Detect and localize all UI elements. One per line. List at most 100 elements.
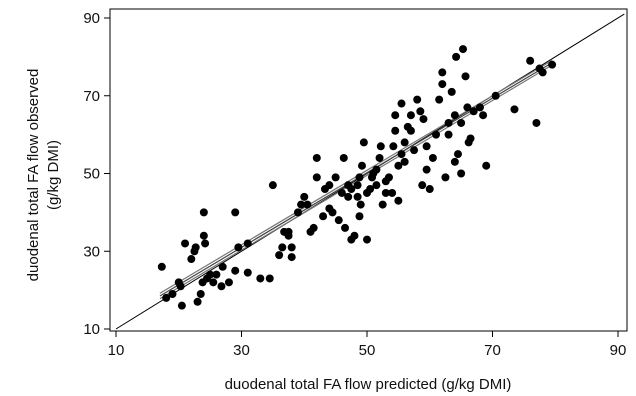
data-point	[231, 208, 240, 217]
data-point	[538, 68, 547, 77]
data-point	[350, 231, 359, 240]
data-point	[466, 134, 475, 143]
data-point	[303, 200, 312, 209]
data-point	[355, 173, 364, 182]
data-point	[444, 118, 453, 127]
data-point	[331, 173, 340, 182]
data-point	[388, 188, 397, 197]
data-point	[341, 223, 350, 232]
data-point	[366, 185, 375, 194]
data-point	[344, 192, 353, 201]
data-point	[278, 243, 287, 252]
data-point	[359, 138, 368, 147]
x-axis-ticks: 10 30 50 70 90	[108, 331, 627, 359]
y-tick-label: 10	[83, 321, 100, 338]
data-point	[397, 150, 406, 159]
data-point	[406, 111, 415, 120]
data-point	[300, 192, 309, 201]
data-point	[243, 268, 252, 277]
data-point	[375, 153, 384, 162]
data-point	[510, 105, 519, 114]
data-point	[406, 126, 415, 135]
data-point	[319, 212, 328, 221]
data-point	[287, 253, 296, 262]
x-tick-label: 50	[359, 342, 376, 359]
data-point	[450, 111, 459, 120]
data-point	[422, 142, 431, 151]
data-point	[193, 297, 202, 306]
data-point	[328, 208, 337, 217]
data-point	[187, 255, 196, 264]
data-point	[209, 278, 218, 287]
data-point	[217, 282, 226, 291]
data-point	[312, 153, 321, 162]
data-point	[224, 278, 233, 287]
data-point	[416, 107, 425, 116]
x-tick-label: 10	[108, 342, 125, 359]
data-point	[372, 181, 381, 190]
data-point	[463, 103, 472, 112]
data-point	[413, 95, 422, 104]
data-point	[400, 138, 409, 147]
data-point	[297, 200, 306, 209]
data-point	[469, 107, 478, 116]
data-point	[432, 130, 441, 139]
data-point	[355, 212, 364, 221]
data-point	[293, 208, 302, 217]
data-point	[162, 293, 171, 302]
x-tick-label: 70	[484, 342, 501, 359]
data-point	[275, 251, 284, 260]
data-point	[356, 200, 365, 209]
data-point	[532, 118, 541, 127]
data-point	[441, 173, 450, 182]
y-tick-label: 90	[83, 10, 100, 27]
data-point	[199, 231, 208, 240]
data-point	[325, 181, 334, 190]
data-point	[475, 103, 484, 112]
data-point	[394, 161, 403, 170]
data-point	[231, 266, 240, 275]
data-point	[353, 181, 362, 190]
data-point	[548, 60, 557, 69]
data-point	[422, 165, 431, 174]
x-axis-title: duodenal total FA flow predicted (g/kg D…	[225, 376, 512, 393]
data-point	[181, 239, 190, 248]
data-point	[491, 91, 500, 100]
data-point	[391, 111, 400, 120]
data-point	[339, 153, 348, 162]
data-point	[438, 68, 447, 77]
data-point	[389, 142, 398, 151]
data-point	[452, 52, 461, 61]
data-point	[397, 99, 406, 108]
data-point	[447, 87, 456, 96]
data-point	[347, 185, 356, 194]
data-point	[372, 165, 381, 174]
data-point	[378, 200, 387, 209]
data-point	[479, 111, 488, 120]
data-point	[177, 301, 186, 310]
data-point	[337, 188, 346, 197]
data-point	[394, 196, 403, 205]
data-point	[384, 173, 393, 182]
data-point	[435, 95, 444, 104]
data-point	[309, 223, 318, 232]
data-point	[526, 56, 535, 65]
data-point	[444, 130, 453, 139]
data-point	[457, 169, 466, 178]
data-point	[438, 80, 447, 89]
y-tick-label: 50	[83, 166, 100, 183]
data-point	[391, 126, 400, 135]
data-point	[191, 243, 200, 252]
data-point	[376, 142, 385, 151]
data-point	[353, 192, 362, 201]
data-point	[199, 208, 208, 217]
y-tick-label: 30	[83, 243, 100, 260]
data-point	[234, 243, 243, 252]
data-point	[418, 181, 427, 190]
x-tick-label: 90	[610, 342, 627, 359]
data-point	[428, 153, 437, 162]
data-point	[425, 185, 434, 194]
plot-frame	[109, 8, 628, 332]
data-point	[212, 270, 221, 279]
